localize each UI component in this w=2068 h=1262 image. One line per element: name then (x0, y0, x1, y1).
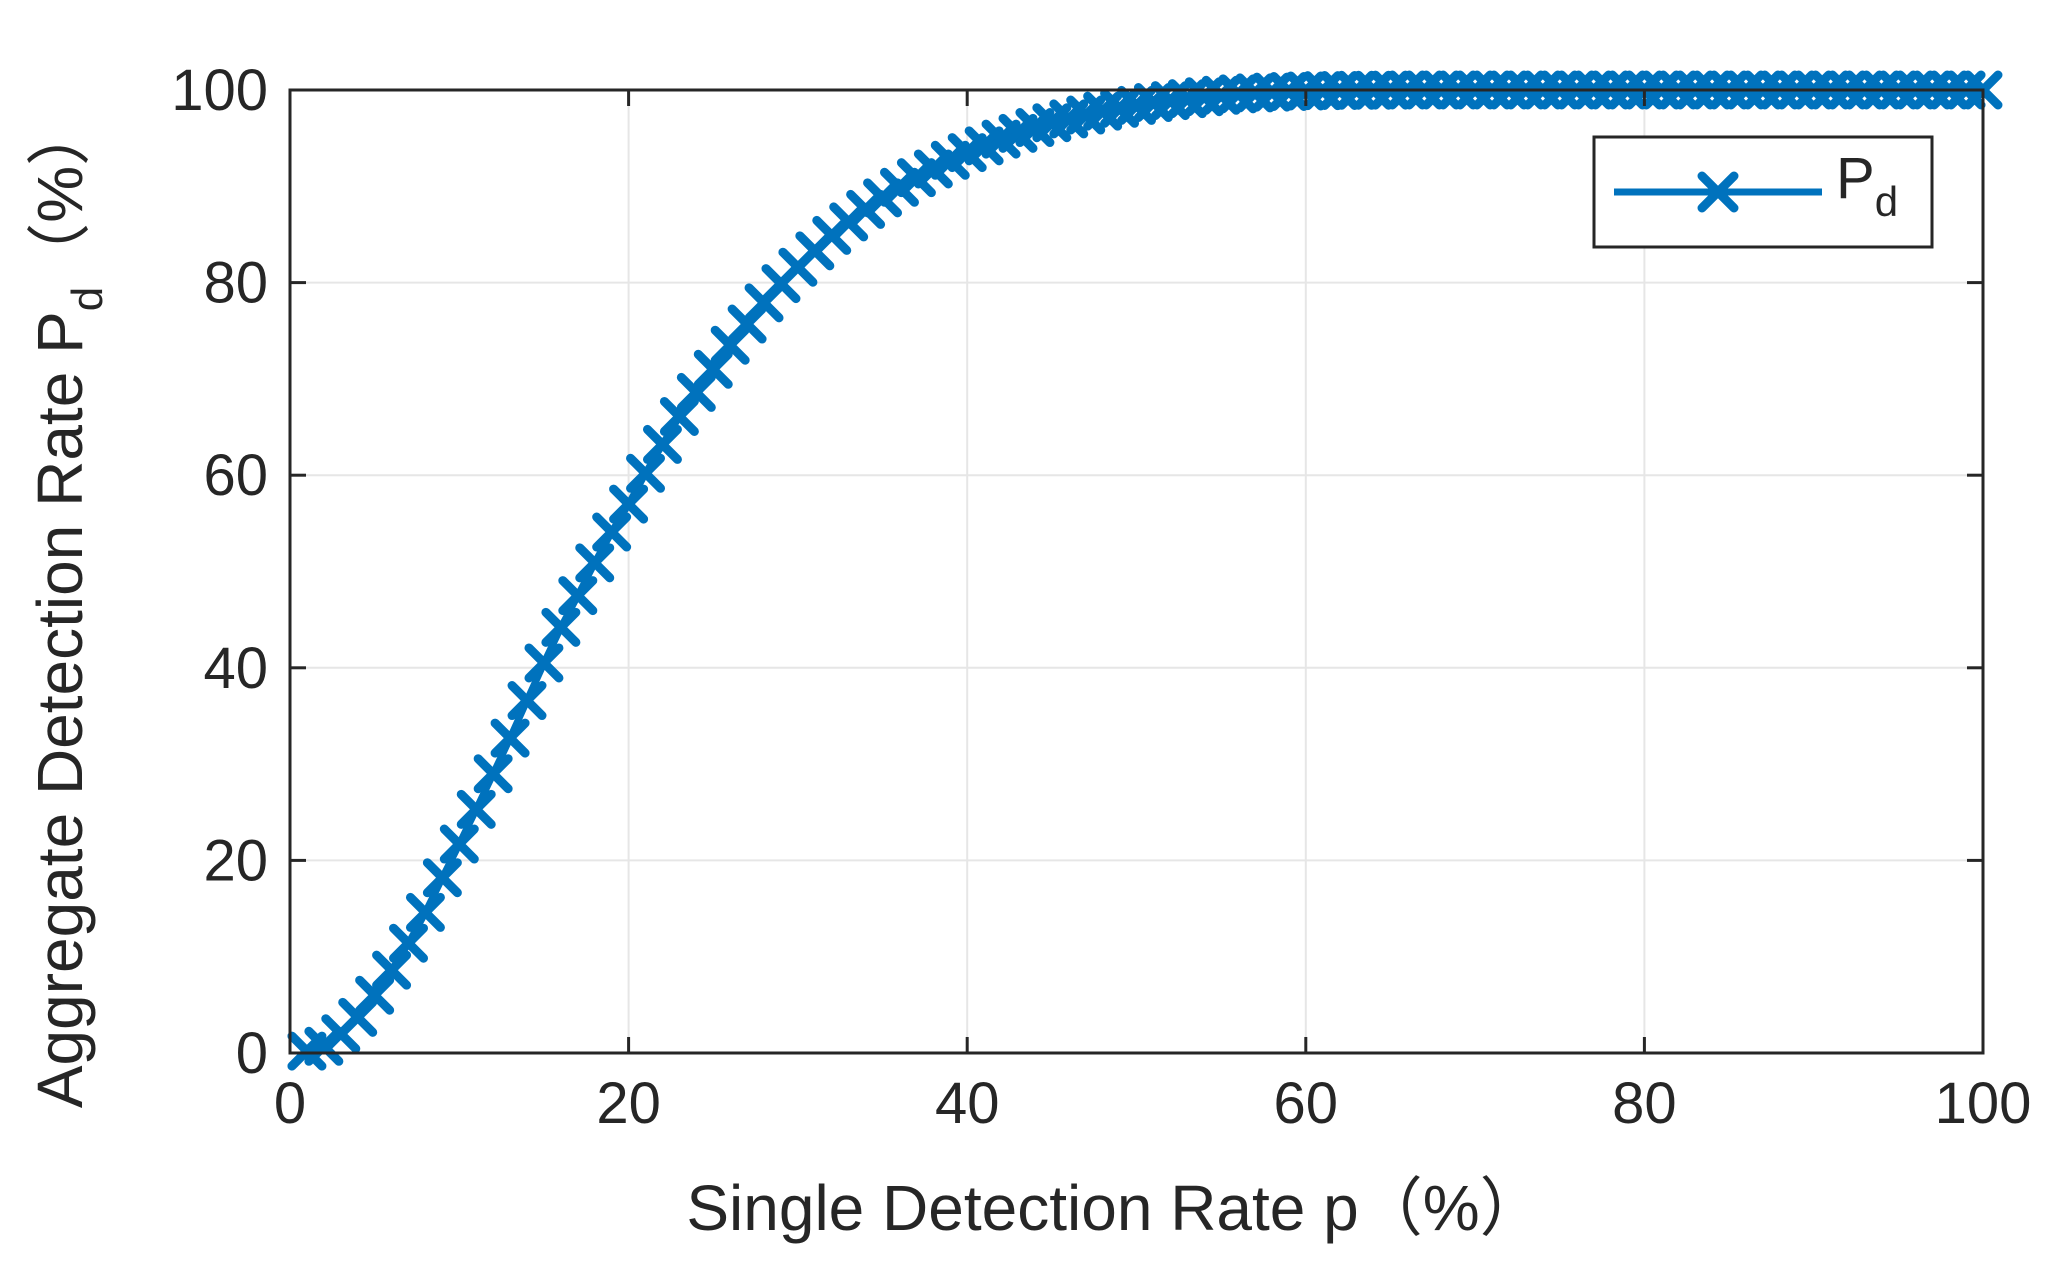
data-point-marker (642, 424, 682, 464)
x-tick-label: 20 (596, 1071, 661, 1136)
legend-marker-x (1697, 171, 1739, 213)
data-point-marker (541, 607, 581, 647)
y-tick-label: 40 (203, 636, 268, 701)
x-tick-label: 40 (935, 1071, 1000, 1136)
data-point-marker (372, 950, 412, 990)
data-point-marker (490, 718, 530, 758)
y-tick-label: 100 (171, 58, 268, 123)
x-tick-label: 0 (274, 1071, 306, 1136)
x-tick-label: 60 (1274, 1071, 1339, 1136)
axes (288, 88, 1985, 1055)
data-point-marker (626, 453, 666, 493)
x-axis-title: Single Detection Rate p（%） (686, 1172, 1543, 1244)
data-point-marker (507, 681, 547, 721)
data-point-marker (592, 512, 632, 552)
legend-label: Pd (1836, 146, 1898, 225)
data-point-marker (524, 643, 564, 683)
y-tick-label: 20 (203, 828, 268, 893)
y-tick-label: 60 (203, 443, 268, 508)
data-point-marker (693, 349, 733, 389)
grid (290, 90, 1983, 1053)
x-tick-label: 100 (1935, 1071, 2032, 1136)
y-axis-title-subscript: d (63, 287, 112, 311)
data-point-marker (659, 396, 699, 436)
y-axis-title-suffix: （%） (24, 102, 96, 287)
data-point-marker (879, 167, 919, 207)
data-point-marker (389, 923, 429, 963)
plot-frame (288, 88, 1985, 1055)
data-point-marker (456, 789, 496, 829)
data-point-marker (405, 892, 445, 932)
legend-label-main: P (1836, 146, 1875, 211)
data-point-marker (575, 543, 615, 583)
legend: Pd (1592, 135, 1934, 249)
data-point-marker (609, 484, 649, 524)
data-point-marker (422, 858, 462, 898)
legend-label-subscript: d (1875, 178, 1898, 225)
y-tick-label: 80 (203, 251, 268, 316)
data-point-marker (473, 754, 513, 794)
y-axis-title: Aggregate Detection Rate Pd（%） (24, 102, 112, 1108)
y-tick-label: 0 (236, 1021, 268, 1086)
x-tick-label: 80 (1612, 1071, 1677, 1136)
y-axis-title-main: Aggregate Detection Rate P (24, 311, 96, 1108)
data-point-marker (439, 824, 479, 864)
data-point-marker (355, 975, 395, 1015)
data-point-marker (558, 576, 598, 616)
tick-labels: 0 20 40 60 80 100 0 20 40 60 80 100 (171, 58, 2031, 1136)
